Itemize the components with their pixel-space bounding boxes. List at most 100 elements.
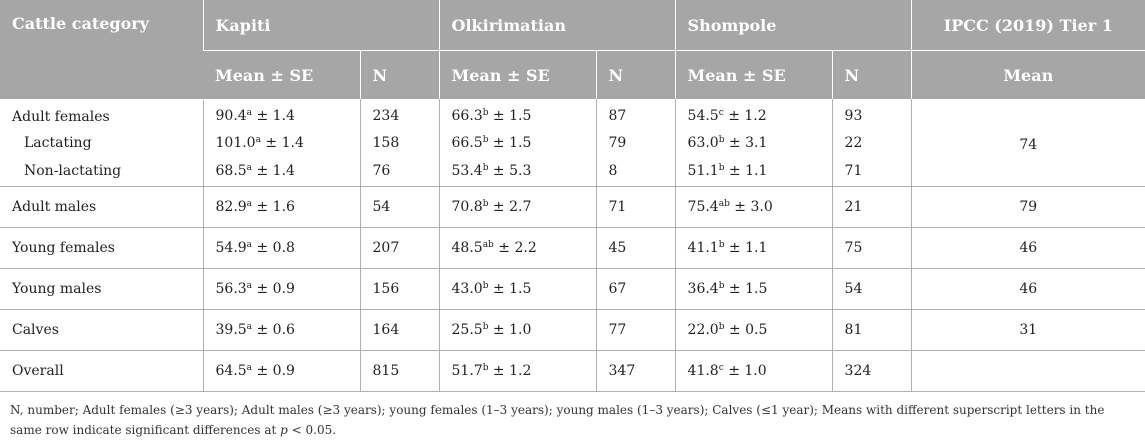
mean-value: 101.0 xyxy=(215,134,256,151)
olkirimatian-mean: 43.0b ± 1.5 xyxy=(438,268,597,310)
table-row: Adult males 82.9a ± 1.6 54 70.8b ± 2.7 7… xyxy=(0,186,1145,228)
sig-letter: b xyxy=(718,321,725,332)
sig-letter: b xyxy=(482,362,489,373)
se-value: ± 0.6 xyxy=(252,321,295,338)
se-value: ± 0.9 xyxy=(252,280,295,297)
mean-value: 22.0 xyxy=(687,321,719,338)
se-value: ± 1.5 xyxy=(488,108,532,125)
se-value: ± 1.4 xyxy=(252,108,295,125)
sig-letter: a xyxy=(246,198,253,209)
shompole-mean: 36.4b ± 1.5 xyxy=(674,268,833,310)
kapiti-mean: 90.4a ± 1.4 xyxy=(202,99,360,130)
sig-letter: ab xyxy=(482,239,494,250)
se-value: ± 3.1 xyxy=(724,134,768,151)
footnote-threshold: < 0.05. xyxy=(287,422,337,437)
shompole-n: 324 xyxy=(831,350,912,392)
sig-letter: a xyxy=(246,321,253,332)
mean-value: 54.9 xyxy=(215,239,247,256)
sig-letter: b xyxy=(482,198,489,209)
row-label: Calves xyxy=(0,309,203,351)
mean-value: 41.8 xyxy=(687,362,719,379)
mean-value: 56.3 xyxy=(215,280,247,297)
shompole-n: 81 xyxy=(831,309,912,351)
sig-letter: b xyxy=(482,280,489,291)
kapiti-mean: 54.9a ± 0.8 xyxy=(202,227,360,269)
shompole-mean: 75.4ab ± 3.0 xyxy=(674,186,833,228)
table-row: Overall 64.5a ± 0.9 815 51.7b ± 1.2 347 … xyxy=(0,350,1145,392)
sig-letter: a xyxy=(255,134,261,145)
olkirimatian-n: 87 xyxy=(595,99,676,130)
row-label: Adult females xyxy=(12,108,110,125)
kapiti-n: 234 xyxy=(359,99,440,130)
header-ipcc: IPCC (2019) Tier 1 xyxy=(910,0,1145,51)
sig-letter: b xyxy=(482,108,489,119)
se-value: ± 5.3 xyxy=(488,162,532,179)
olkirimatian-n: 347 xyxy=(595,350,676,392)
sig-letter: c xyxy=(718,108,724,119)
se-value: ± 1.4 xyxy=(260,134,304,151)
se-value: ± 0.9 xyxy=(252,362,295,379)
mean-value: 51.7 xyxy=(451,362,483,379)
mean-value: 48.5 xyxy=(451,239,483,256)
ipcc-mean: 31 xyxy=(910,309,1145,351)
se-value: ± 1.5 xyxy=(488,134,532,151)
shompole-n: 54 xyxy=(831,268,912,310)
shompole-n: 71 xyxy=(831,155,912,187)
shompole-mean: 41.1b ± 1.1 xyxy=(674,227,833,269)
olkirimatian-n: 8 xyxy=(595,155,676,187)
header-kapiti: Kapiti xyxy=(202,0,440,51)
table-row: Young males 56.3a ± 0.9 156 43.0b ± 1.5 … xyxy=(0,268,1145,310)
kapiti-mean: 56.3a ± 0.9 xyxy=(202,268,360,310)
table-row: Lactating 101.0a ± 1.4 158 66.5b ± 1.5 7… xyxy=(0,129,1145,156)
ipcc-mean: 74 xyxy=(910,99,1145,187)
row-label: Overall xyxy=(0,350,203,392)
header-kapiti-mean: Mean ± SE xyxy=(203,50,360,99)
shompole-mean: 51.1b ± 1.1 xyxy=(674,155,833,187)
se-value: ± 1.5 xyxy=(724,280,768,297)
se-value: ± 0.5 xyxy=(724,321,768,338)
olkirimatian-mean: 70.8b ± 2.7 xyxy=(438,186,597,228)
table-footnote: N, number; Adult females (≥3 years); Adu… xyxy=(0,392,1145,440)
kapiti-n: 158 xyxy=(359,129,440,156)
se-value: ± 3.0 xyxy=(729,198,773,215)
olkirimatian-mean: 66.5b ± 1.5 xyxy=(438,129,597,156)
header-row-sub: Mean ± SE N Mean ± SE N Mean ± SE N Mean xyxy=(0,50,1145,99)
shompole-mean: 54.5c ± 1.2 xyxy=(674,99,833,130)
olkirimatian-mean: 53.4b ± 5.3 xyxy=(438,155,597,187)
mean-value: 75.4 xyxy=(687,198,719,215)
table-body: Adult females 90.4a ± 1.4 234 66.3b ± 1.… xyxy=(0,99,1145,392)
shompole-mean: 41.8c ± 1.0 xyxy=(674,350,833,392)
olkirimatian-n: 77 xyxy=(595,309,676,351)
header-row-groups: Cattle category Kapiti Olkirimatian Shom… xyxy=(0,0,1145,100)
kapiti-n: 76 xyxy=(359,155,440,187)
footnote-text: N, number; Adult females (≥3 years); Adu… xyxy=(10,402,1105,437)
footnote-p-symbol: p xyxy=(280,422,288,437)
se-value: ± 1.0 xyxy=(723,362,767,379)
olkirimatian-mean: 51.7b ± 1.2 xyxy=(438,350,597,392)
table-row: Calves 39.5a ± 0.6 164 25.5b ± 1.0 77 22… xyxy=(0,309,1145,351)
header-olkirimatian: Olkirimatian xyxy=(438,0,676,51)
mean-value: 70.8 xyxy=(451,198,483,215)
se-value: ± 2.7 xyxy=(488,198,532,215)
se-value: ± 1.0 xyxy=(488,321,532,338)
olkirimatian-n: 79 xyxy=(595,129,676,156)
se-value: ± 1.4 xyxy=(252,162,295,179)
ipcc-mean: 46 xyxy=(910,268,1145,310)
shompole-n: 22 xyxy=(831,129,912,156)
sig-letter: a xyxy=(246,108,253,119)
se-value: ± 1.5 xyxy=(488,280,532,297)
table-row: Young females 54.9a ± 0.8 207 48.5ab ± 2… xyxy=(0,227,1145,269)
sig-letter: b xyxy=(482,321,489,332)
mean-value: 64.5 xyxy=(215,362,247,379)
results-table: Cattle category Kapiti Olkirimatian Shom… xyxy=(0,0,1145,392)
row-label: Young females xyxy=(0,227,203,269)
mean-value: 25.5 xyxy=(451,321,483,338)
ipcc-mean: 46 xyxy=(910,227,1145,269)
sig-letter: a xyxy=(246,362,253,373)
mean-value: 66.3 xyxy=(451,108,483,125)
shompole-mean: 63.0b ± 3.1 xyxy=(674,129,833,156)
row-label: Young males xyxy=(0,268,203,310)
row-label: Lactating xyxy=(24,134,92,151)
mean-value: 43.0 xyxy=(451,280,483,297)
sig-letter: b xyxy=(718,239,725,250)
